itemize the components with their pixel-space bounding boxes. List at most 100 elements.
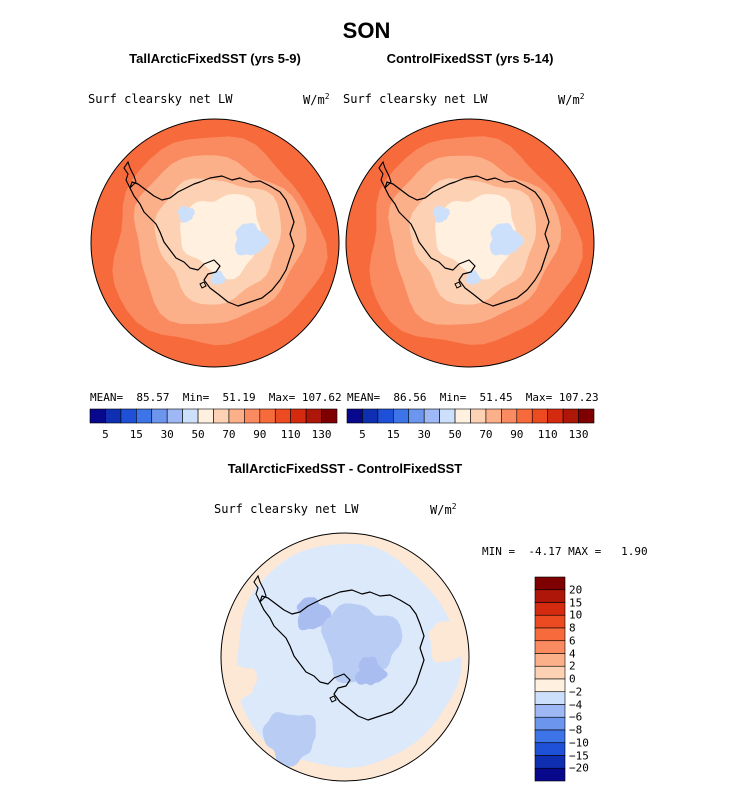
colorbar-tick-label: 110 (280, 428, 301, 441)
panel-3-colorbar: 20 15 10 8 6 4 2 0 −2 −4 −6 −8 −10 −15 −20 (534, 576, 615, 782)
colorbar-swatch (534, 627, 566, 642)
colorbar-swatch (151, 408, 168, 424)
colorbar-tick-label: −10 (569, 736, 589, 750)
colorbar-swatch (578, 408, 595, 424)
colorbar-swatch (290, 408, 307, 424)
colorbar-swatch (534, 640, 566, 654)
field-level (321, 603, 403, 684)
coastline (123, 160, 137, 189)
colorbar-swatch (534, 742, 566, 756)
field-level (262, 712, 316, 767)
panel-1-stats: MEAN= 85.57 Min= 51.19 Max= 107.62 (90, 391, 342, 404)
coastline (329, 695, 337, 703)
colorbar-swatch (534, 716, 566, 731)
panel-3-unit: W/m2 (430, 502, 457, 517)
colorbar-tick-label: 70 (479, 428, 493, 441)
coastline (199, 281, 207, 289)
colorbar-swatch (377, 408, 394, 424)
colorbar-swatch (470, 408, 487, 424)
colorbar-swatch (423, 408, 440, 424)
colorbar-tick-label: −4 (569, 698, 583, 711)
colorbar-tick-label: 15 (129, 428, 143, 441)
colorbar-swatch (547, 408, 564, 424)
colorbar-tick-label: 30 (417, 428, 431, 441)
field-level (210, 270, 227, 285)
map-boundary (90, 118, 340, 368)
colorbar-swatch (534, 678, 566, 693)
colorbar-tick-label: −8 (569, 723, 583, 737)
colorbar-swatch (228, 408, 245, 424)
map-boundary (220, 532, 470, 782)
colorbar-swatch (408, 408, 425, 424)
field-level (234, 223, 270, 256)
panel-1-colorbar-ticks: 5 15 30 50 70 90 110 130 (90, 428, 337, 442)
field-level (180, 194, 261, 280)
colorbar-tick-label: 15 (386, 428, 400, 441)
colorbar-swatch (89, 408, 106, 424)
field-level (177, 206, 195, 223)
colorbar-swatch (501, 408, 518, 424)
field-level (296, 597, 332, 631)
colorbar-tick-label: 0 (569, 672, 576, 686)
colorbar-swatch (485, 408, 502, 424)
colorbar-swatch (197, 408, 214, 424)
coastline (259, 589, 425, 721)
panel-2-unit: W/m2 (558, 92, 585, 107)
colorbar-swatch (562, 408, 579, 424)
colorbar-tick-label: 130 (568, 428, 589, 441)
panel-2-stats: MEAN= 86.56 Min= 51.45 Max= 107.23 (347, 391, 599, 404)
coastline (384, 175, 550, 307)
colorbar-swatch (534, 665, 566, 680)
field-level (432, 206, 450, 223)
colorbar-swatch (534, 614, 566, 629)
colorbar-tick-label: 110 (537, 428, 558, 441)
colorbar-swatch (244, 408, 261, 424)
coastline (454, 281, 462, 289)
colorbar-swatch (321, 408, 338, 424)
panel-1-title: TallArcticFixedSST (yrs 5-9) (129, 51, 301, 66)
coastline (129, 175, 295, 307)
colorbar-swatch (534, 602, 566, 616)
colorbar-tick-label: 130 (311, 428, 332, 441)
colorbar-swatch (439, 408, 456, 424)
colorbar-swatch (534, 576, 566, 591)
colorbar-swatch (534, 755, 566, 769)
colorbar-swatch (213, 408, 230, 424)
colorbar-tick-label: 4 (569, 647, 576, 660)
colorbar-swatch (534, 691, 566, 705)
colorbar-tick-label: 20 (569, 583, 583, 597)
colorbar-swatch (346, 408, 363, 424)
colorbar-tick-label: 70 (222, 428, 236, 441)
panel-2-colorbar (346, 408, 595, 424)
colorbar-tick-label: 15 (569, 596, 583, 609)
panel-1-variable-label: Surf clearsky net LW (88, 92, 233, 106)
colorbar-tick-label: 10 (569, 608, 583, 622)
map-boundary (345, 118, 595, 368)
colorbar-tick-label: 8 (569, 621, 576, 635)
colorbar-swatch (105, 408, 122, 424)
panel-1-unit: W/m2 (303, 92, 330, 107)
colorbar-tick-label: 2 (569, 659, 576, 673)
colorbar-tick-label: 30 (160, 428, 174, 441)
field-level (489, 223, 525, 256)
panel-2-title: ControlFixedSST (yrs 5-14) (386, 51, 554, 66)
panel-2-colorbar-ticks: 5 15 30 50 70 90 110 130 (347, 428, 594, 442)
colorbar-swatch (534, 653, 566, 667)
colorbar-swatch (274, 408, 291, 424)
colorbar-swatch (166, 408, 183, 424)
panel-2-variable-label: Surf clearsky net LW (343, 92, 488, 106)
colorbar-swatch (534, 767, 566, 782)
colorbar-swatch (534, 704, 566, 718)
colorbar-swatch (534, 729, 566, 744)
coastline (378, 160, 392, 189)
colorbar-swatch (516, 408, 533, 424)
coastline (253, 574, 267, 603)
colorbar-tick-label: −20 (569, 761, 589, 775)
colorbar-tick-label: 90 (510, 428, 524, 441)
panel-1-polar-map (90, 118, 340, 368)
field-level (221, 664, 257, 702)
panel-1-colorbar (89, 408, 338, 424)
colorbar-tick-label: 5 (102, 428, 109, 441)
panel-3-stats: MIN = -4.17 MAX = 1.90 (482, 545, 648, 558)
field-level (428, 621, 469, 663)
